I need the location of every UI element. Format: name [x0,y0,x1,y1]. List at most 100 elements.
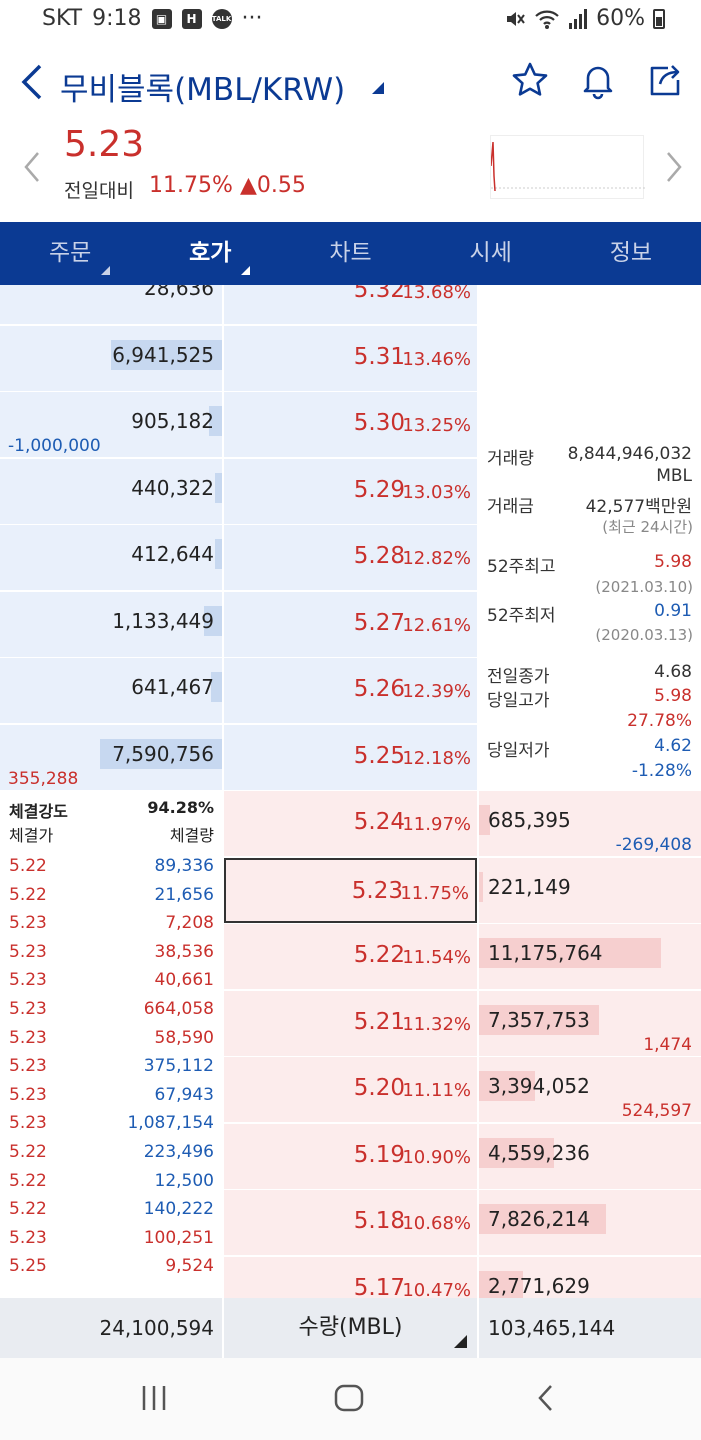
order-price: 5.23 [351,877,403,904]
ask-qty-cell[interactable]: 412,644 [0,525,222,590]
price-cell[interactable]: 5.18 10.68% [224,1190,477,1255]
bid-row[interactable]: 11,175,764 5.22 11.54% [0,924,701,990]
price-cell[interactable]: 5.19 10.90% [224,1123,477,1189]
order-qty: 7,357,753 [488,1007,590,1032]
order-qty: 440,322 [131,475,214,500]
tab-info[interactable]: 정보 [561,222,701,285]
bid-qty-cell[interactable]: 7,357,753 [479,990,701,1056]
bid-qty-cell[interactable]: 7,826,214 [479,1190,701,1255]
ask-row[interactable]: 1,133,449 5.27 12.61% [0,591,701,658]
home-icon[interactable] [333,1380,365,1416]
strength-value: 94.28% [147,798,214,817]
order-price: 5.24 [353,809,405,835]
bid-row[interactable]: 3,394,052 5.20 11.11% 524,597 [0,1057,701,1123]
tab-order[interactable]: 주문 [0,222,140,285]
ask-row[interactable]: 6,941,525 5.31 13.46% [0,325,701,392]
trade-qty: 89,336 [154,856,214,876]
ask-qty-cell[interactable]: 1,133,449 [0,591,222,657]
ask-qty-cell[interactable]: 28,636 [0,285,222,324]
price-cell[interactable]: 5.24 11.97% [224,791,477,856]
amount-value: 42,577백만원 [585,497,692,517]
star-icon[interactable] [510,60,550,100]
ask-row[interactable]: 641,467 5.26 12.39% [0,658,701,724]
h-icon: H [181,8,202,29]
price-cell[interactable]: 5.22 11.54% [224,924,477,989]
ask-row[interactable]: 905,182 5.30 13.25% -1,000,000 [0,392,701,458]
price-cell[interactable]: 5.21 11.32% [224,990,477,1056]
tab-price-history[interactable]: 시세 [421,222,561,285]
trade-qty: 40,661 [154,970,214,991]
bid-qty-cell[interactable]: 4,559,236 [479,1123,701,1189]
ask-qty-cell[interactable]: 641,467 [0,658,222,723]
current-price-cell[interactable]: 5.23 11.75% [224,857,477,923]
ask-row[interactable]: 7,590,756 5.25 12.18% 355,288 [0,724,701,791]
high52-value: 5.98 [654,552,692,572]
trade-list[interactable]: 체결강도 94.28% 체결가 체결량 5.22 89,336 5.22 21,656 5.… [0,792,222,1298]
order-qty: 412,644 [131,542,214,566]
nav-back-icon[interactable] [535,1380,557,1416]
bid-row[interactable]: 4,559,236 5.19 10.90% [0,1123,701,1190]
tab-chart[interactable]: 차트 [280,222,420,285]
qty-bar [479,1137,554,1168]
diff-label: 전일대비 [64,180,134,202]
next-coin-icon[interactable] [664,150,684,192]
price-cell[interactable]: 5.31 13.46% [224,325,477,391]
trade-row: 5.23 664,058 [9,995,214,1023]
low52-date: (2020.03.13) [595,626,693,644]
price-cell[interactable]: 5.27 12.61% [224,591,477,657]
high52-label: 52주최고 [487,557,556,577]
sparkline-chart[interactable] [490,135,645,199]
bid-row[interactable]: 2,771,629 5.17 10.47% [0,1256,701,1298]
bid-row[interactable]: 7,826,214 5.18 10.68% [0,1190,701,1256]
ask-qty-cell[interactable]: 440,322 [0,458,222,524]
ask-qty-cell[interactable]: 905,182 [0,392,222,457]
price-cell[interactable]: 5.17 10.47% [224,1256,477,1298]
prev-coin-icon[interactable] [22,150,42,192]
unit-selector[interactable]: 수량(MBL) [224,1298,477,1358]
trade-qty: 375,112 [143,1056,214,1077]
strength-label: 체결강도 [9,802,68,821]
share-icon[interactable] [646,60,686,100]
qty-bar [215,539,222,569]
market-title[interactable]: 무비블록(MBL/KRW) [60,72,346,108]
signal-icon [569,8,588,29]
ask-row[interactable]: 28,636 5.32 13.68% [0,285,701,325]
price-cell[interactable]: 5.29 13.03% [224,458,477,524]
bid-qty-cell[interactable]: 221,149 [479,857,701,923]
price-cell[interactable]: 5.20 11.11% [224,1057,477,1122]
bid-qty-cell[interactable]: 2,771,629 [479,1256,701,1298]
period-note: (최근 24시간) [602,518,693,536]
bid-qty-cell[interactable]: 685,395 [479,791,701,856]
back-icon[interactable] [18,62,46,111]
bell-icon[interactable] [578,60,618,100]
price-cell[interactable]: 5.28 12.82% [224,525,477,590]
ask-row[interactable]: 440,322 5.29 13.03% [0,458,701,525]
ask-row[interactable]: 412,644 5.28 12.82% [0,525,701,591]
mute-icon [507,11,525,26]
ask-qty-cell[interactable]: 6,941,525 [0,325,222,391]
qty-change: 355,288 [8,768,79,789]
bid-qty-cell[interactable]: 11,175,764 [479,924,701,989]
bid-row[interactable]: 685,395 5.24 11.97% -269,408 [0,791,701,857]
price-cell[interactable]: 5.30 13.25% [224,392,477,457]
order-qty: 11,175,764 [488,941,603,965]
market-dropdown-icon[interactable] [372,82,384,94]
ask-qty-cell[interactable]: 7,590,756 [0,724,222,790]
bid-qty-cell[interactable]: 3,394,052 [479,1057,701,1122]
order-price: 5.31 [353,343,405,370]
qty-bar [204,605,222,636]
tab-orderbook[interactable]: 호가 [140,222,280,285]
bid-row[interactable]: 7,357,753 5.21 11.32% 1,474 [0,990,701,1057]
bid-row[interactable]: 221,149 5.23 11.75% [0,857,701,924]
trade-qty: 67,943 [154,1084,214,1105]
price-cell[interactable]: 5.25 12.18% [224,724,477,790]
price-cell[interactable]: 5.26 12.39% [224,658,477,723]
order-book[interactable]: 28,636 5.32 13.68% 6,941,525 5.31 13.46% 905,1… [0,285,701,1298]
volume-unit: MBL [656,466,692,486]
battery-icon [653,8,665,29]
order-percent: 11.97% [402,814,471,835]
wifi-icon [535,10,559,29]
recent-apps-icon[interactable] [140,1380,168,1416]
high52-date: (2021.03.10) [595,578,693,596]
price-cell[interactable]: 5.32 13.68% [224,285,477,324]
